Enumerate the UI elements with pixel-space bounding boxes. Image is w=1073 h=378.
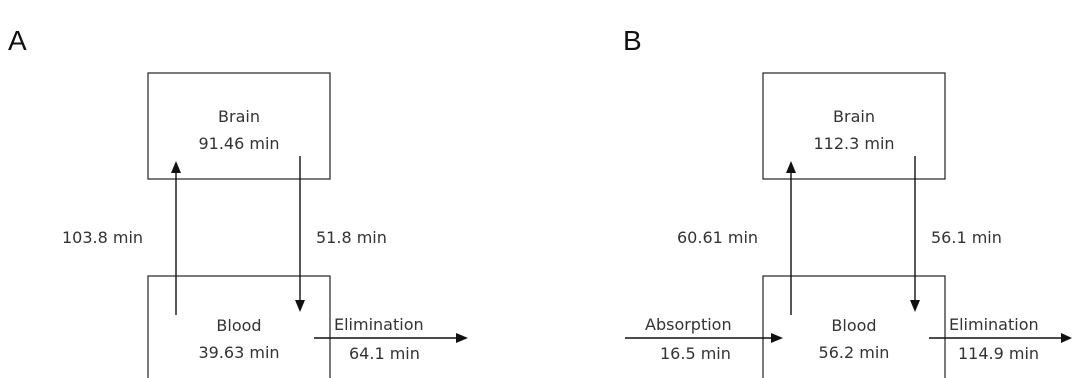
panel-b-absorption-time: 16.5 min: [660, 344, 731, 363]
panel-b-elimination-time: 114.9 min: [958, 344, 1039, 363]
panel-a-elimination-time: 64.1 min: [349, 344, 420, 363]
panel-a-blood-to-brain-time: 103.8 min: [62, 228, 143, 247]
panel-b-elimination-arrowhead: [1061, 333, 1072, 343]
panel-b-blood-time: 56.2 min: [819, 343, 890, 362]
panel-b-letter: B: [623, 25, 642, 56]
panel-b-blood-to-brain-arrowhead: [786, 161, 796, 173]
panel-b: B Brain 112.3 min Blood 56.2 min 60.61 m…: [623, 25, 1072, 378]
panel-b-absorption-arrowhead: [771, 333, 783, 343]
panel-b-blood-to-brain-time: 60.61 min: [677, 228, 758, 247]
panel-a-elimination-arrowhead: [456, 333, 468, 343]
panel-a-brain-to-blood-time: 51.8 min: [316, 228, 387, 247]
panel-b-brain-label: Brain: [833, 107, 875, 126]
panel-b-brain-time: 112.3 min: [813, 134, 894, 153]
panel-a-brain-to-blood-arrowhead: [295, 300, 305, 312]
panel-b-absorption-label: Absorption: [645, 315, 732, 334]
panel-a: A Brain 91.46 min Blood 39.63 min 103.8 …: [8, 25, 468, 378]
panel-a-brain-label: Brain: [218, 107, 260, 126]
panel-a-letter: A: [8, 25, 27, 56]
panel-a-blood-label: Blood: [216, 316, 261, 335]
panel-a-blood-time: 39.63 min: [198, 343, 279, 362]
panel-a-elimination-label: Elimination: [334, 315, 424, 334]
panel-b-blood-label: Blood: [831, 316, 876, 335]
panel-a-brain-time: 91.46 min: [198, 134, 279, 153]
panel-b-brain-to-blood-arrowhead: [910, 300, 920, 312]
panel-a-blood-to-brain-arrowhead: [171, 161, 181, 173]
panel-b-brain-to-blood-time: 56.1 min: [931, 228, 1002, 247]
panel-b-elimination-label: Elimination: [949, 315, 1039, 334]
